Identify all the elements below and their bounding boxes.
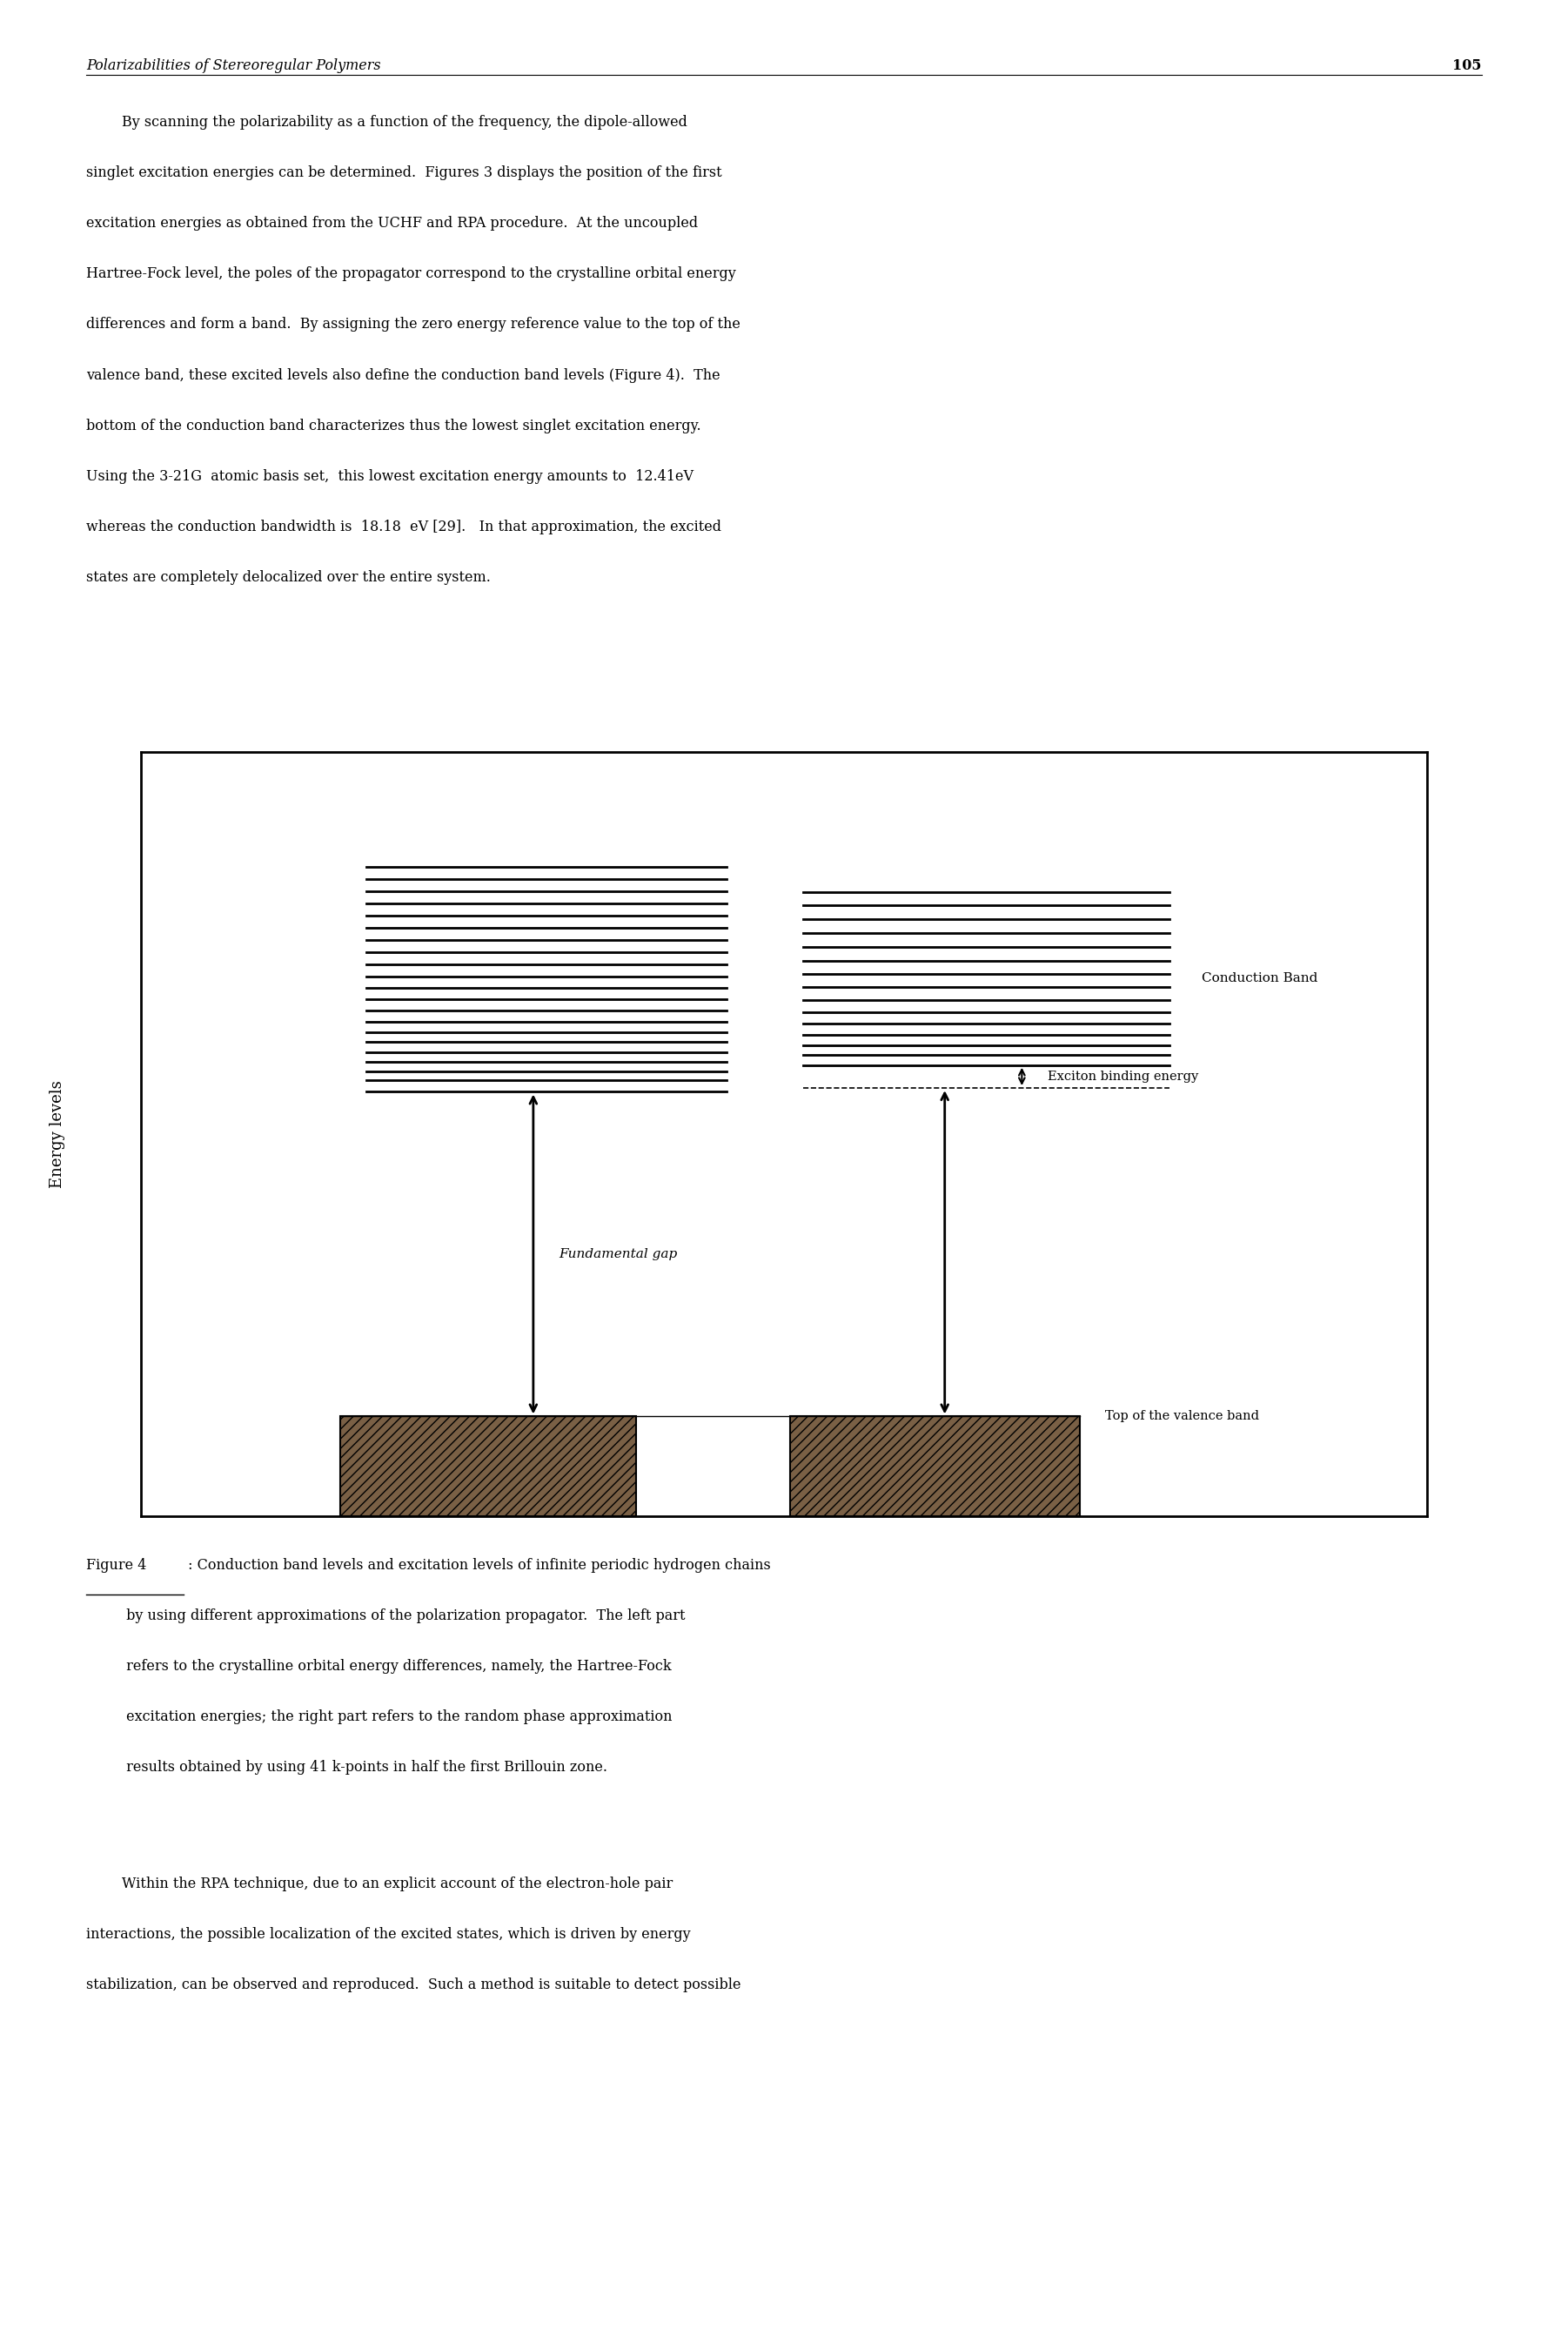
Text: whereas the conduction bandwidth is  18.18  eV [29].   In that approximation, th: whereas the conduction bandwidth is 18.1… [86, 519, 721, 533]
Text: Top of the valence band: Top of the valence band [1105, 1410, 1259, 1422]
Text: Exciton binding energy: Exciton binding energy [1047, 1072, 1198, 1083]
Text: Within the RPA technique, due to an explicit account of the electron-hole pair: Within the RPA technique, due to an expl… [86, 1878, 673, 1892]
Text: states are completely delocalized over the entire system.: states are completely delocalized over t… [86, 569, 491, 585]
Text: : Conduction band levels and excitation levels of infinite periodic hydrogen cha: : Conduction band levels and excitation … [183, 1558, 770, 1572]
Text: results obtained by using 41 k-points in half the first Brillouin zone.: results obtained by using 41 k-points in… [86, 1760, 607, 1774]
Bar [340, 1417, 637, 1516]
Text: singlet excitation energies can be determined.  Figures 3 displays the position : singlet excitation energies can be deter… [86, 165, 721, 181]
Text: Hartree-Fock level, the poles of the propagator correspond to the crystalline or: Hartree-Fock level, the poles of the pro… [86, 266, 735, 282]
Text: interactions, the possible localization of the excited states, which is driven b: interactions, the possible localization … [86, 1927, 690, 1941]
Text: Energy levels: Energy levels [50, 1081, 66, 1187]
Text: by using different approximations of the polarization propagator.  The left part: by using different approximations of the… [86, 1610, 685, 1624]
Text: Fundamental gap: Fundamental gap [560, 1248, 677, 1260]
Text: Figure 4: Figure 4 [86, 1558, 146, 1572]
Text: differences and form a band.  By assigning the zero energy reference value to th: differences and form a band. By assignin… [86, 317, 740, 331]
Text: valence band, these excited levels also define the conduction band levels (Figur: valence band, these excited levels also … [86, 367, 720, 383]
Text: Conduction Band: Conduction Band [1201, 973, 1319, 985]
Text: bottom of the conduction band characterizes thus the lowest singlet excitation e: bottom of the conduction band characteri… [86, 418, 701, 432]
Text: By scanning the polarizability as a function of the frequency, the dipole-allowe: By scanning the polarizability as a func… [86, 115, 687, 129]
Text: Polarizabilities of Stereoregular Polymers: Polarizabilities of Stereoregular Polyme… [86, 59, 381, 73]
Text: refers to the crystalline orbital energy differences, namely, the Hartree-Fock: refers to the crystalline orbital energy… [86, 1659, 671, 1673]
Text: 105: 105 [1452, 59, 1482, 73]
Text: excitation energies as obtained from the UCHF and RPA procedure.  At the uncoupl: excitation energies as obtained from the… [86, 216, 698, 230]
Text: stabilization, can be observed and reproduced.  Such a method is suitable to det: stabilization, can be observed and repro… [86, 1979, 742, 1993]
Bar [790, 1417, 1080, 1516]
Text: excitation energies; the right part refers to the random phase approximation: excitation energies; the right part refe… [86, 1711, 673, 1725]
Text: Using the 3-21G  atomic basis set,  this lowest excitation energy amounts to  12: Using the 3-21G atomic basis set, this l… [86, 468, 693, 484]
